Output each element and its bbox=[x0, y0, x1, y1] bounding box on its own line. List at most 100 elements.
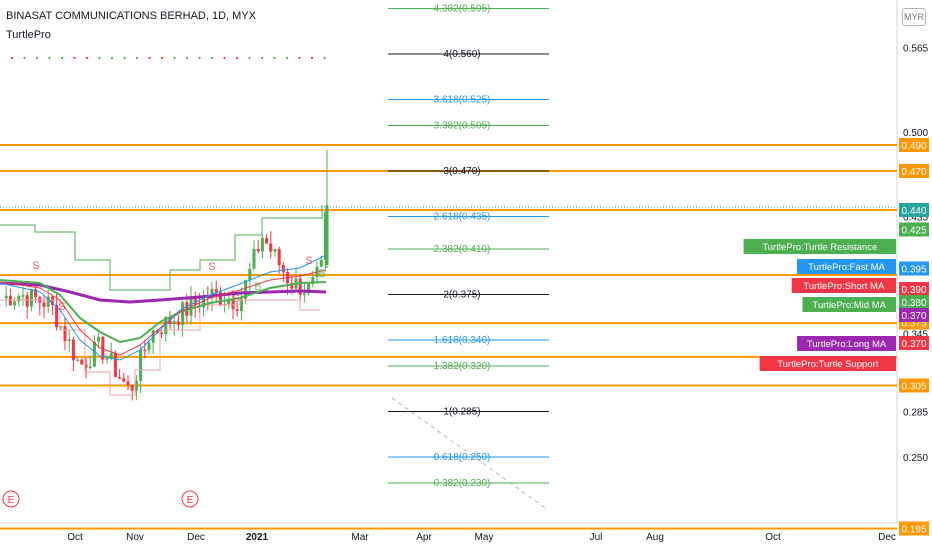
signal-label: B bbox=[254, 281, 261, 293]
price-tag-label: 0.490 bbox=[901, 141, 926, 152]
candle-body bbox=[42, 302, 46, 307]
candle-body bbox=[109, 352, 113, 359]
candle-body bbox=[29, 289, 33, 307]
fast-ma-line bbox=[0, 254, 327, 361]
series-label-bg bbox=[802, 297, 896, 312]
series-label-bg bbox=[797, 336, 896, 351]
candle-body bbox=[244, 280, 248, 299]
signal-label: S bbox=[305, 255, 312, 267]
turtle-resistance-line bbox=[0, 205, 323, 291]
candle-body bbox=[8, 295, 12, 306]
candle-body bbox=[67, 339, 71, 342]
series-label-bg bbox=[797, 259, 896, 274]
candle-body bbox=[130, 384, 134, 391]
candle-body bbox=[269, 243, 273, 252]
signal-dot bbox=[298, 56, 301, 60]
candle-body bbox=[59, 326, 63, 328]
signal-dot bbox=[123, 56, 126, 60]
fib-level-label: 1.618(0.340) bbox=[434, 335, 491, 346]
candle-body bbox=[325, 205, 329, 265]
signal-dot bbox=[135, 56, 139, 60]
signal-dot bbox=[60, 56, 64, 60]
signal-dot bbox=[23, 56, 26, 60]
candle-body bbox=[210, 288, 214, 299]
fib-level-label: 3.382(0.505) bbox=[434, 121, 491, 132]
candle-body bbox=[252, 248, 256, 269]
fib-level-label: 2.618(0.435) bbox=[434, 212, 491, 223]
signal-dot bbox=[210, 56, 214, 60]
earnings-marker: E bbox=[2, 490, 20, 508]
candle-body bbox=[97, 336, 101, 342]
time-tick-label: Dec bbox=[878, 532, 896, 543]
price-tag: 0.440 bbox=[899, 203, 929, 217]
price-tag-bg bbox=[899, 164, 929, 178]
candle-body bbox=[118, 377, 122, 379]
candle-body bbox=[214, 288, 218, 293]
candle-body bbox=[101, 336, 105, 360]
earnings-marker-circle bbox=[2, 490, 20, 508]
price-tick-label: 0.285 bbox=[903, 408, 928, 419]
fib-level-label: 4(0.560) bbox=[443, 49, 480, 60]
series-label: TurtlePro:Turtle Resistance bbox=[743, 239, 896, 254]
candle-body bbox=[260, 238, 264, 252]
price-tag-bg bbox=[899, 378, 929, 393]
price-tag-label: 0.195 bbox=[901, 525, 926, 536]
fib-level-label: 0.382(0.230) bbox=[434, 478, 491, 489]
price-tag-bg bbox=[899, 521, 929, 536]
signal-dot bbox=[260, 56, 264, 60]
price-tag: 0.380 bbox=[899, 295, 929, 309]
candle-body bbox=[63, 326, 67, 341]
candle-body bbox=[176, 321, 180, 325]
price-tag-bg bbox=[899, 261, 929, 276]
indicator-name[interactable]: TurtlePro bbox=[6, 29, 51, 41]
time-tick-label: Dec bbox=[187, 532, 205, 543]
fib-level-label: 0.618(0.250) bbox=[434, 452, 491, 463]
price-tag-label: 0.390 bbox=[901, 285, 926, 296]
fib-level-label: 3.618(0.525) bbox=[434, 95, 491, 106]
candle-body bbox=[307, 283, 311, 294]
mid-ma-line bbox=[0, 279, 327, 343]
time-tick-label: 2021 bbox=[246, 532, 269, 543]
price-tag-label: 0.470 bbox=[901, 167, 926, 178]
series-label: TurtlePro:Mid MA bbox=[802, 297, 896, 312]
fib-level-label: 2.382(0.410) bbox=[434, 244, 491, 255]
price-tag-label: 0.370 bbox=[901, 311, 926, 322]
signal-label: S bbox=[32, 260, 39, 272]
candle-body bbox=[122, 378, 126, 382]
long-ma-line bbox=[0, 281, 327, 304]
signal-dot bbox=[10, 56, 14, 60]
signal-label: B bbox=[318, 268, 325, 280]
signal-dot bbox=[310, 56, 314, 60]
signal-dot bbox=[323, 56, 326, 60]
candle-body bbox=[134, 380, 138, 391]
fib-level-label: 4.382(0.595) bbox=[434, 4, 491, 15]
price-tag: 0.390 bbox=[899, 282, 929, 296]
candle-body bbox=[126, 381, 130, 385]
candle-body bbox=[277, 249, 281, 266]
candle-body bbox=[76, 359, 80, 362]
series-label: TurtlePro:Turtle Support bbox=[759, 356, 896, 371]
candle-body bbox=[319, 259, 323, 267]
currency-badge[interactable]: MYR bbox=[902, 8, 926, 26]
earnings-marker-label: E bbox=[8, 495, 15, 506]
candle-body bbox=[17, 296, 21, 302]
signal-dot bbox=[223, 56, 226, 60]
candle-body bbox=[84, 364, 88, 368]
signal-dot bbox=[235, 56, 239, 60]
candle-body bbox=[25, 295, 29, 307]
signal-dot bbox=[35, 56, 39, 60]
candle-body bbox=[298, 278, 302, 295]
price-tag: 0.305 bbox=[899, 378, 929, 393]
price-tag-label: 0.370 bbox=[901, 339, 926, 350]
candle-body bbox=[239, 298, 243, 311]
candle-body bbox=[50, 296, 54, 305]
series-label: TurtlePro:Long MA bbox=[797, 336, 896, 351]
price-tick-label: 0.435 bbox=[903, 213, 928, 224]
candle-body bbox=[139, 349, 143, 381]
candle-body bbox=[160, 332, 164, 335]
candle-body bbox=[88, 366, 92, 369]
price-tag: 0.370 bbox=[899, 308, 929, 322]
fib-level-label: 1.382(0.320) bbox=[434, 361, 491, 372]
candle-body bbox=[248, 268, 252, 281]
